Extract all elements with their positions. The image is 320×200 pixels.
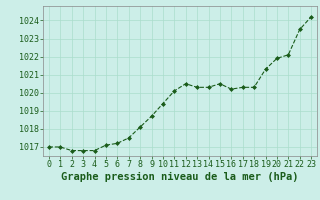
X-axis label: Graphe pression niveau de la mer (hPa): Graphe pression niveau de la mer (hPa) (61, 172, 299, 182)
